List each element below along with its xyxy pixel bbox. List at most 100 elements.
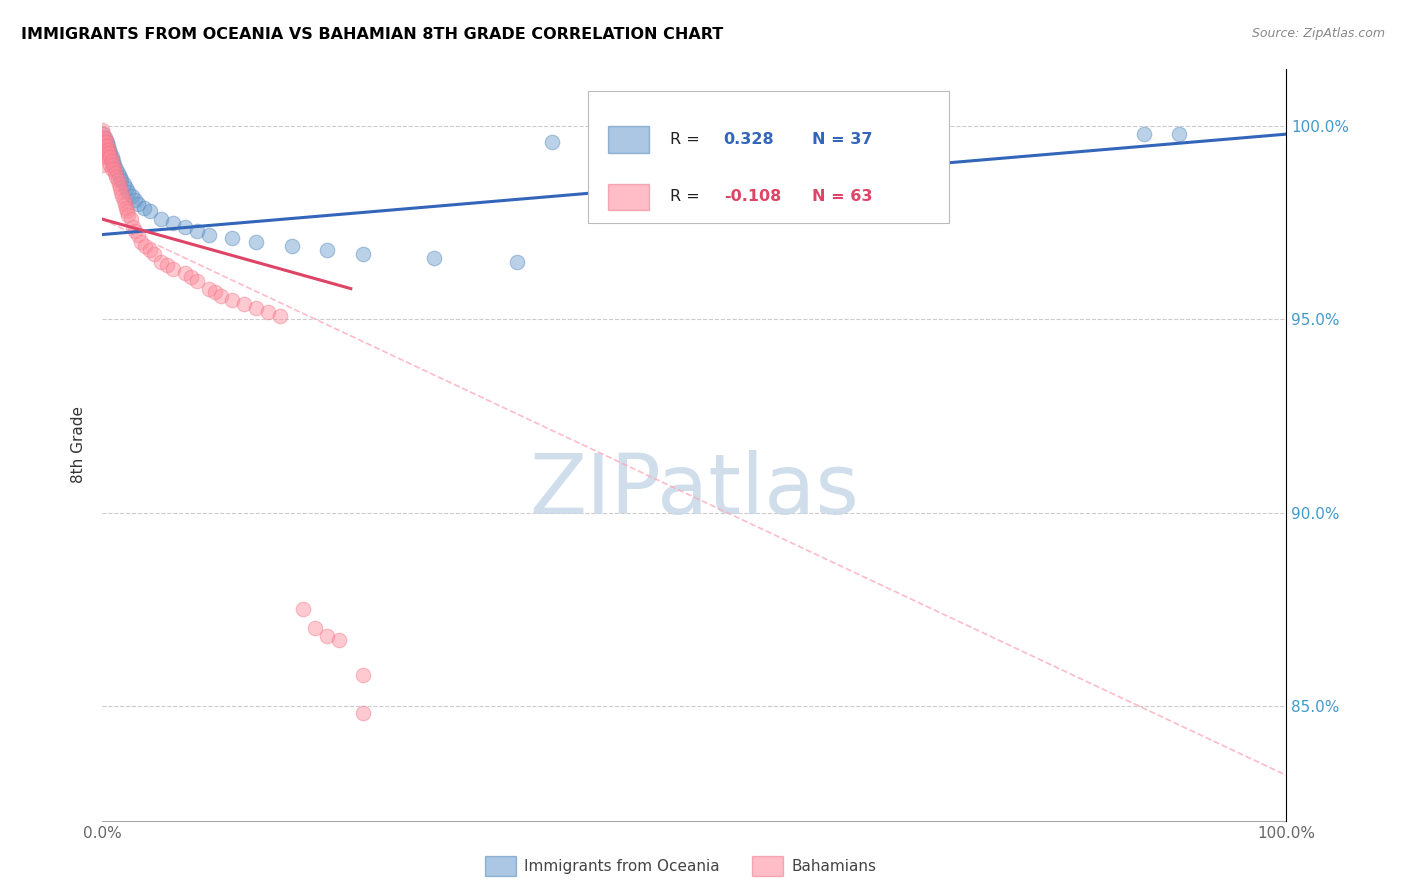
Point — [156, 259, 179, 273]
Point — [541, 135, 564, 149]
Point — [103, 158, 125, 172]
Point — [138, 204, 160, 219]
Point — [186, 274, 208, 288]
Point — [316, 243, 339, 257]
Point — [108, 181, 131, 195]
Point — [93, 127, 115, 141]
Point — [98, 146, 121, 161]
Point — [505, 254, 527, 268]
Point — [115, 181, 138, 195]
Y-axis label: 8th Grade: 8th Grade — [72, 407, 86, 483]
Point — [96, 135, 118, 149]
Point — [105, 169, 128, 184]
Point — [1133, 127, 1156, 141]
Point — [245, 235, 267, 250]
Point — [91, 127, 114, 141]
Point — [97, 150, 120, 164]
Text: R =: R = — [671, 132, 706, 147]
Point — [233, 297, 256, 311]
Point — [112, 178, 135, 192]
Point — [107, 178, 129, 192]
FancyBboxPatch shape — [588, 91, 949, 223]
Point — [162, 216, 184, 230]
Point — [186, 224, 208, 238]
Point — [103, 161, 125, 176]
Point — [105, 161, 128, 176]
Point — [97, 143, 120, 157]
Point — [422, 251, 444, 265]
Point — [129, 235, 152, 250]
Point — [100, 161, 122, 176]
Point — [117, 185, 139, 199]
Point — [120, 212, 142, 227]
Point — [96, 146, 118, 161]
Point — [98, 143, 121, 157]
Point — [93, 135, 115, 149]
Point — [114, 196, 136, 211]
Point — [174, 266, 197, 280]
Point — [93, 138, 115, 153]
Text: IMMIGRANTS FROM OCEANIA VS BAHAMIAN 8TH GRADE CORRELATION CHART: IMMIGRANTS FROM OCEANIA VS BAHAMIAN 8TH … — [21, 27, 723, 42]
Point — [101, 154, 124, 169]
Point — [100, 158, 122, 172]
Point — [269, 309, 291, 323]
Point — [115, 201, 138, 215]
Point — [150, 254, 173, 268]
Text: 0.328: 0.328 — [724, 132, 775, 147]
Point — [257, 305, 280, 319]
Point — [121, 189, 143, 203]
Point — [100, 154, 122, 169]
Point — [91, 123, 114, 137]
Point — [221, 231, 243, 245]
Point — [96, 138, 118, 153]
Point — [94, 135, 117, 149]
Point — [174, 219, 197, 234]
Point — [352, 706, 374, 721]
Point — [91, 135, 114, 149]
Point — [107, 173, 129, 187]
Point — [860, 127, 883, 141]
Point — [122, 219, 145, 234]
Text: Source: ZipAtlas.com: Source: ZipAtlas.com — [1251, 27, 1385, 40]
Point — [138, 243, 160, 257]
Point — [101, 158, 124, 172]
Point — [117, 208, 139, 222]
Text: ZIPatlas: ZIPatlas — [529, 450, 859, 531]
Point — [124, 224, 146, 238]
Point — [124, 193, 146, 207]
Point — [280, 239, 302, 253]
Point — [316, 629, 339, 643]
Point — [328, 632, 350, 647]
Text: R =: R = — [671, 189, 706, 204]
Point — [352, 667, 374, 681]
Point — [91, 158, 114, 172]
Point — [100, 146, 122, 161]
Point — [292, 602, 315, 616]
Point — [94, 143, 117, 157]
Text: -0.108: -0.108 — [724, 189, 780, 204]
Point — [127, 227, 149, 242]
Point — [97, 138, 120, 153]
Point — [100, 150, 122, 164]
Point — [180, 270, 202, 285]
Text: Bahamians: Bahamians — [792, 859, 876, 873]
Point — [304, 621, 326, 635]
Point — [110, 173, 132, 187]
Point — [115, 204, 138, 219]
Point — [221, 293, 243, 308]
Point — [162, 262, 184, 277]
Point — [112, 193, 135, 207]
Point — [204, 285, 226, 300]
Point — [91, 150, 114, 164]
Point — [111, 189, 134, 203]
Point — [1168, 127, 1191, 141]
Point — [107, 166, 129, 180]
Point — [93, 131, 115, 145]
Bar — [607, 184, 650, 210]
Point — [134, 239, 156, 253]
Point — [91, 143, 114, 157]
Point — [127, 196, 149, 211]
Point — [197, 282, 219, 296]
Point — [209, 289, 232, 303]
Point — [93, 131, 115, 145]
